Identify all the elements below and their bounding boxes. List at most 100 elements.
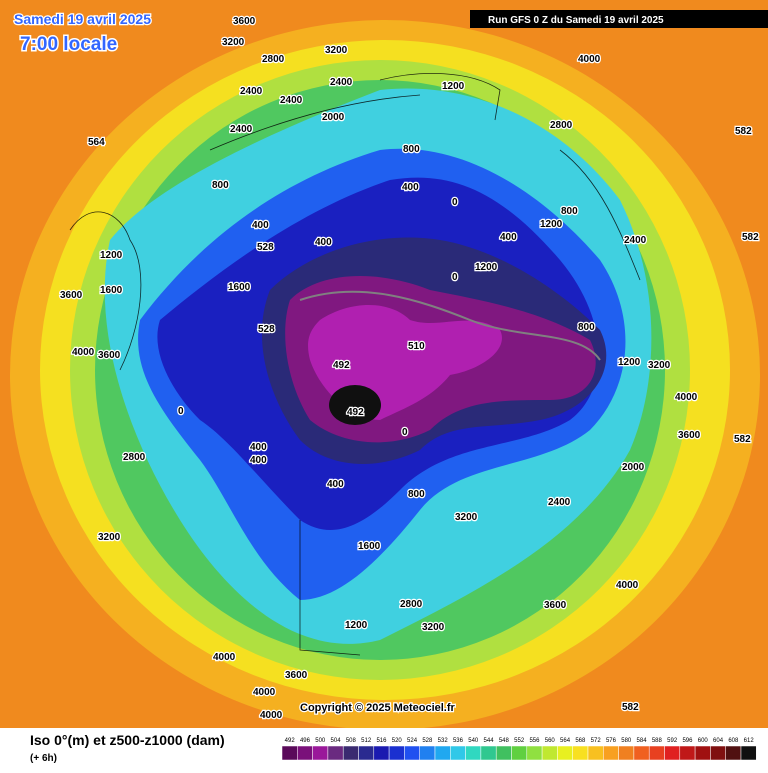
contour-label: 1600 <box>100 285 123 296</box>
scale-label: 584 <box>637 738 648 744</box>
contour-label: 1200 <box>442 81 465 92</box>
contour-label: 3200 <box>222 37 245 48</box>
contour-label: 510 <box>408 341 425 352</box>
contour-label: 2000 <box>322 112 345 123</box>
legend-title: Iso 0°(m) et z500-z1000 (dam) <box>30 732 225 748</box>
scale-label: 560 <box>545 738 556 744</box>
contour-label: 1200 <box>100 250 123 261</box>
contour-label: 492 <box>347 407 364 418</box>
contour-label: 3600 <box>285 670 308 681</box>
scale-swatch <box>618 745 635 761</box>
contour-label: 1200 <box>618 357 641 368</box>
scale-label: 592 <box>667 738 678 744</box>
scale-swatch <box>694 745 711 761</box>
scale-swatch <box>358 745 375 761</box>
lead-time: (+ 6h) <box>30 753 57 764</box>
map-background <box>0 0 768 730</box>
color-scale: 492 496 500 504 508 512 516 520 524 528 532 536 540 5… <box>281 738 757 761</box>
scale-swatch <box>404 745 420 761</box>
scale-swatch <box>480 745 497 761</box>
contour-label: 0 <box>402 427 408 438</box>
scale-swatch <box>572 745 589 761</box>
contour-label: 3600 <box>678 430 701 441</box>
scale-swatch <box>725 745 742 761</box>
scale-label: 516 <box>376 738 387 744</box>
contour-label: 2400 <box>240 86 263 97</box>
scale-label: 500 <box>315 738 326 744</box>
contour-label: 400 <box>250 455 267 466</box>
scale-label: 608 <box>728 738 739 744</box>
contour-label: 400 <box>315 237 332 248</box>
scale-label: 612 <box>744 738 755 744</box>
scale-label: 600 <box>698 738 709 744</box>
scale-swatch <box>342 745 359 761</box>
contour-label: 800 <box>212 180 229 191</box>
scale-label: 568 <box>575 738 586 744</box>
contour-label: 582 <box>742 232 759 243</box>
contour-label: 400 <box>252 220 269 231</box>
contour-label: 2400 <box>624 235 647 246</box>
contour-label: 3600 <box>233 16 256 27</box>
contour-label: 3600 <box>98 350 121 361</box>
contour-label: 2000 <box>622 462 645 473</box>
contour-label: 1200 <box>475 262 498 273</box>
scale-label: 572 <box>591 738 602 744</box>
scale-swatch <box>465 745 482 761</box>
scale-label: 504 <box>331 738 342 744</box>
contour-label: 4000 <box>213 652 236 663</box>
scale-swatch <box>603 745 619 761</box>
contour-label: 1200 <box>540 219 563 230</box>
contour-label: 2800 <box>550 120 573 131</box>
scale-swatch <box>633 745 650 761</box>
contour-label: 4000 <box>616 580 639 591</box>
contour-label: 582 <box>735 126 752 137</box>
contour-label: 1200 <box>345 620 368 631</box>
scale-swatch <box>373 745 390 761</box>
contour-label: 0 <box>178 406 184 417</box>
contour-label: 2400 <box>548 497 571 508</box>
contour-label: 400 <box>402 182 419 193</box>
contour-label: 2800 <box>123 452 146 463</box>
scale-swatch <box>495 745 512 761</box>
contour-label: 3200 <box>325 45 348 56</box>
scale-swatch <box>557 745 573 761</box>
scale-swatch <box>587 745 604 761</box>
contour-label: 2800 <box>262 54 285 65</box>
copyright: Copyright © 2025 Meteociel.fr <box>300 702 456 714</box>
scale-label: 552 <box>514 738 525 744</box>
scale-label: 520 <box>392 738 403 744</box>
contour-label: 528 <box>258 324 275 335</box>
run-info: Run GFS 0 Z du Samedi 19 avril 2025 <box>488 15 664 26</box>
contour-label: 3200 <box>455 512 478 523</box>
scale-swatch <box>710 745 726 761</box>
contour-label: 2400 <box>230 124 253 135</box>
contour-label: 582 <box>622 702 639 713</box>
contour-label: 1600 <box>358 541 381 552</box>
scale-label: 512 <box>361 738 372 744</box>
contour-label: 4000 <box>675 392 698 403</box>
contour-label: 4000 <box>260 710 283 721</box>
contour-label: 400 <box>250 442 267 453</box>
scale-swatch <box>388 745 405 761</box>
contour-label: 3200 <box>648 360 671 371</box>
scale-swatch <box>679 745 696 761</box>
contour-label: 400 <box>327 479 344 490</box>
contour-label: 492 <box>333 360 350 371</box>
scale-swatch <box>511 745 528 761</box>
scale-label: 588 <box>652 738 663 744</box>
scale-swatch <box>740 745 757 761</box>
scale-swatch <box>434 745 451 761</box>
scale-label: 548 <box>499 738 510 744</box>
contour-label: 3200 <box>422 622 445 633</box>
contour-label: 582 <box>734 434 751 445</box>
scale-label: 604 <box>713 738 724 744</box>
scale-label: 596 <box>682 738 693 744</box>
date: Samedi 19 avril 2025 <box>14 11 151 27</box>
contour-label: 4000 <box>578 54 601 65</box>
contour-label: 800 <box>408 489 425 500</box>
contour-label: 564 <box>88 137 105 148</box>
scale-label: 564 <box>560 738 571 744</box>
scale-label: 576 <box>606 738 617 744</box>
scale-swatch <box>664 745 681 761</box>
